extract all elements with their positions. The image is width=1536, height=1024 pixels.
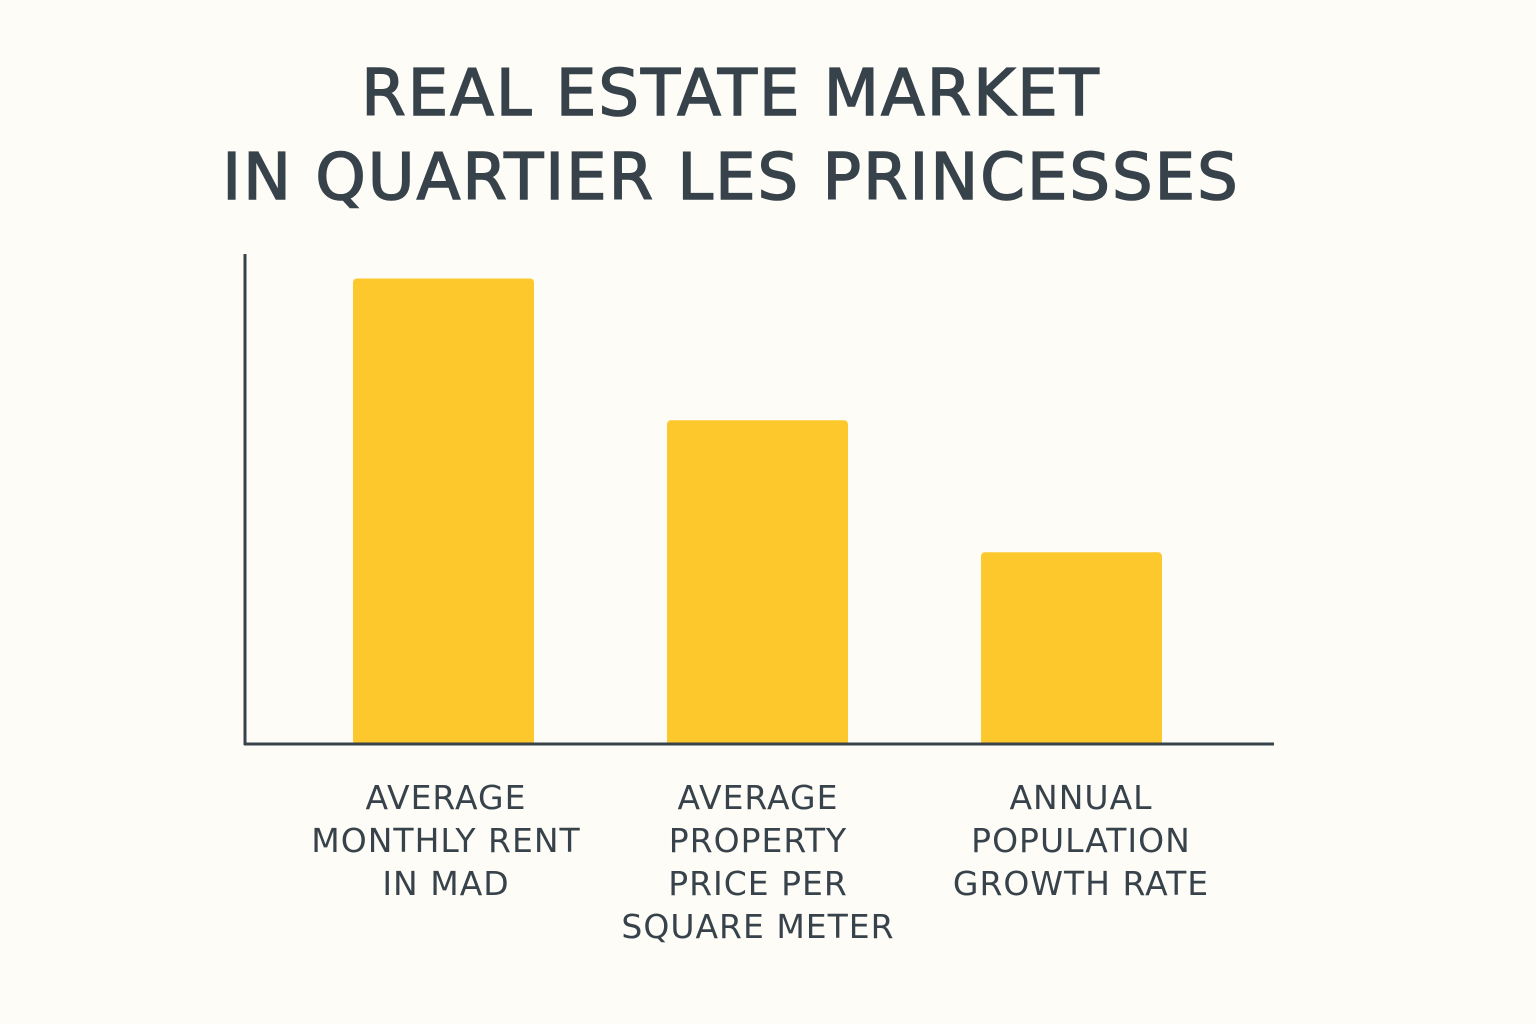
x-tick-label-population-growth: ANNUAL POPULATION GROWTH RATE [952, 778, 1210, 903]
x-tick-label-price-per-sqm: AVERAGE PROPERTY PRICE PER SQUARE METER [621, 778, 895, 946]
bar-rent [353, 278, 534, 745]
chart-title: REAL ESTATE MARKET IN QUARTIER LES PRINC… [0, 52, 1462, 220]
bar-population-growth [981, 552, 1162, 745]
chart-title-line-1: REAL ESTATE MARKET [360, 56, 1101, 132]
chart-title-line-2: IN QUARTIER LES PRINCESSES [222, 140, 1240, 216]
bars-group [353, 278, 1162, 745]
bar-price-per-sqm [667, 420, 848, 745]
x-tick-label-rent: AVERAGE MONTHLY RENT IN MAD [311, 778, 581, 903]
